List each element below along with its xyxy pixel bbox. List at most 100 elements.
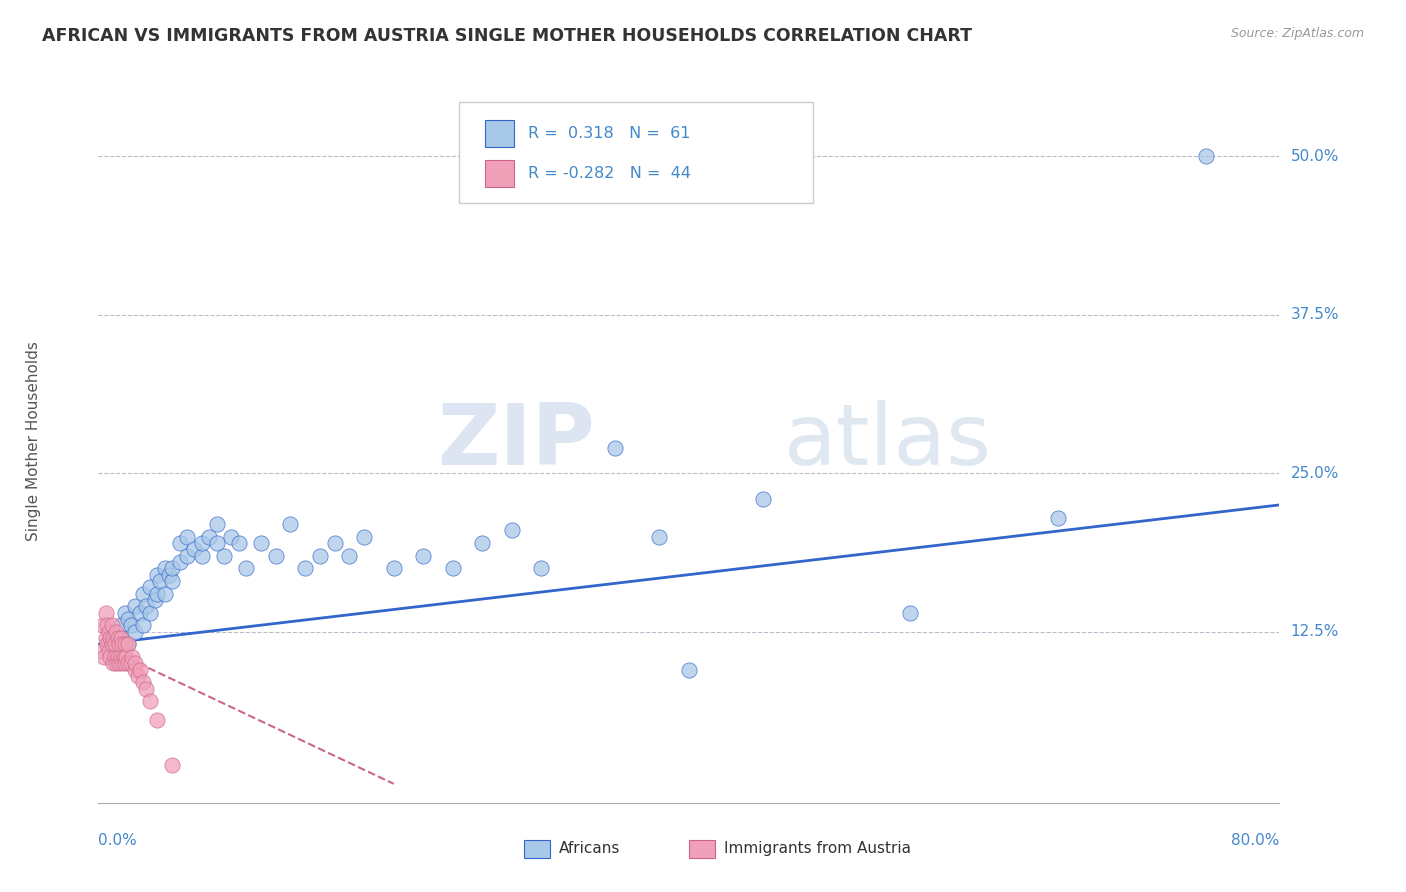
Point <box>114 606 136 620</box>
Point <box>105 643 128 657</box>
Point <box>146 567 169 582</box>
Point <box>112 650 135 665</box>
Point <box>139 694 162 708</box>
Point <box>103 631 125 645</box>
Point <box>104 650 127 665</box>
Point <box>294 561 316 575</box>
Point <box>117 612 139 626</box>
Point <box>162 561 183 575</box>
Point <box>117 657 139 671</box>
Point <box>120 618 142 632</box>
Point <box>94 606 117 620</box>
Point <box>339 549 361 563</box>
Text: 0.0%: 0.0% <box>98 833 138 848</box>
Point <box>98 637 121 651</box>
FancyBboxPatch shape <box>523 840 550 858</box>
Point <box>135 681 157 696</box>
Point <box>183 542 205 557</box>
Text: 50.0%: 50.0% <box>1291 149 1339 164</box>
Point <box>146 587 169 601</box>
Point <box>205 516 228 531</box>
FancyBboxPatch shape <box>485 160 515 187</box>
Point <box>205 536 228 550</box>
Point <box>108 637 131 651</box>
Point <box>96 637 118 651</box>
Point <box>212 549 235 563</box>
Point <box>128 663 150 677</box>
Point <box>111 657 134 671</box>
Point <box>412 549 434 563</box>
Point <box>169 536 191 550</box>
Point <box>752 491 775 506</box>
Point <box>96 618 118 632</box>
Text: Africans: Africans <box>560 841 620 855</box>
Point <box>94 631 117 645</box>
Point <box>323 536 346 550</box>
Point <box>153 561 176 575</box>
Point <box>530 561 553 575</box>
Point <box>114 657 136 671</box>
Text: 80.0%: 80.0% <box>1232 833 1279 848</box>
Point <box>97 624 120 639</box>
Point <box>103 657 125 671</box>
Point <box>110 631 132 645</box>
Point <box>353 530 375 544</box>
Point <box>121 650 143 665</box>
Point <box>162 574 183 588</box>
Text: R = -0.282   N =  44: R = -0.282 N = 44 <box>529 166 692 181</box>
Point <box>104 637 127 651</box>
Point <box>176 549 198 563</box>
Point <box>117 637 139 651</box>
Point <box>93 650 115 665</box>
Point <box>198 530 221 544</box>
Text: atlas: atlas <box>783 400 991 483</box>
Point <box>107 631 129 645</box>
Point <box>114 637 136 651</box>
Point <box>103 624 125 639</box>
Point <box>124 599 146 614</box>
Point <box>157 567 180 582</box>
Text: Immigrants from Austria: Immigrants from Austria <box>724 841 911 855</box>
Point <box>309 549 332 563</box>
Text: R =  0.318   N =  61: R = 0.318 N = 61 <box>529 126 690 141</box>
Point <box>1195 149 1218 163</box>
Point <box>382 561 405 575</box>
Point <box>110 650 132 665</box>
Point <box>153 587 176 601</box>
Text: Single Mother Households: Single Mother Households <box>25 342 41 541</box>
Point <box>110 631 132 645</box>
Text: ZIP: ZIP <box>437 400 595 483</box>
Point <box>169 555 191 569</box>
Point <box>132 675 155 690</box>
Point <box>441 561 464 575</box>
Point <box>117 637 139 651</box>
Point <box>162 757 183 772</box>
FancyBboxPatch shape <box>458 102 813 203</box>
Point <box>139 606 162 620</box>
Point <box>120 657 142 671</box>
Point <box>105 657 128 671</box>
Point <box>146 714 169 728</box>
Point <box>1046 510 1070 524</box>
Text: 37.5%: 37.5% <box>1291 307 1339 322</box>
Point <box>100 637 122 651</box>
Point <box>132 618 155 632</box>
Point <box>900 606 922 620</box>
Point <box>127 669 149 683</box>
Point <box>250 536 273 550</box>
Text: 12.5%: 12.5% <box>1291 624 1339 640</box>
Point <box>115 650 138 665</box>
Point <box>110 618 132 632</box>
Point <box>678 663 700 677</box>
Point <box>605 441 627 455</box>
Point <box>107 650 129 665</box>
Point <box>501 523 523 537</box>
Point <box>97 643 120 657</box>
Point <box>124 663 146 677</box>
Point <box>128 606 150 620</box>
Point <box>191 549 214 563</box>
Point <box>98 650 121 665</box>
Point <box>143 593 166 607</box>
Point <box>91 618 114 632</box>
Point <box>124 624 146 639</box>
